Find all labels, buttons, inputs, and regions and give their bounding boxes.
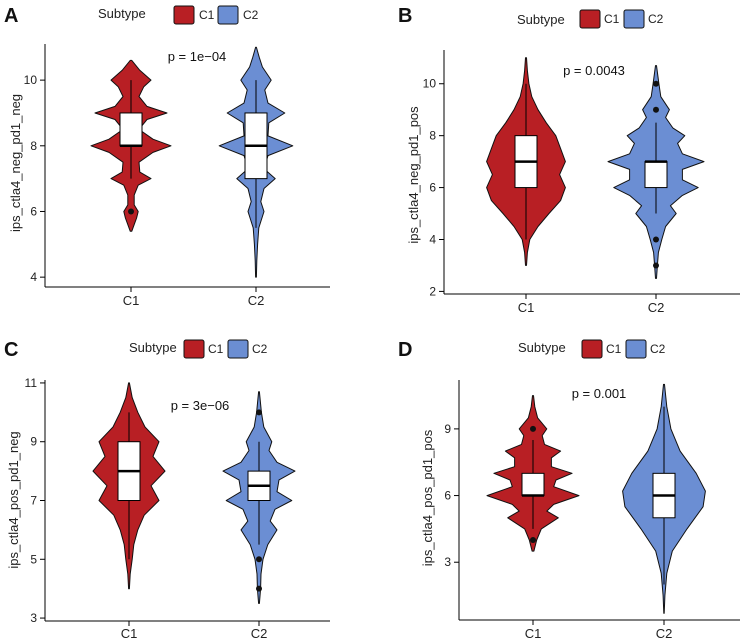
y-tick-label: 8 (30, 139, 37, 153)
legend-title: Subtype (129, 340, 177, 355)
legend-swatch-c2 (227, 339, 249, 359)
y-tick-label: 9 (30, 435, 37, 449)
panel-c: C Subtype C1 C2 p = 3e−06 ips_ctla4_pos_… (4, 339, 330, 640)
legend-swatch-c1 (183, 339, 205, 359)
legend-title: Subtype (517, 12, 565, 27)
y-tick-label: 7 (30, 494, 37, 508)
legend-label-c2: C2 (650, 342, 666, 356)
outlier-point (653, 80, 659, 87)
box-c1 (119, 112, 143, 147)
y-axis-label: ips_ctla4_pos_pd1_pos (420, 429, 435, 566)
outlier-point (653, 106, 659, 113)
outlier-point (256, 409, 262, 416)
outlier-point (128, 208, 134, 215)
x-tick-label-c2: C2 (648, 300, 665, 315)
legend-title: Subtype (518, 340, 566, 355)
plot-area (486, 383, 706, 614)
y-axis-label: ips_ctla4_pos_pd1_neg (6, 431, 21, 568)
legend-label-c1: C1 (604, 12, 620, 26)
outlier-point (653, 236, 659, 243)
x-tick-label-c1: C1 (123, 293, 140, 308)
x-tick-label-c1: C1 (518, 300, 535, 315)
legend-swatch-c2 (623, 9, 645, 29)
y-tick-label: 6 (444, 489, 451, 503)
y-tick-label: 4 (30, 270, 37, 284)
y-axis-label: ips_ctla4_neg_pd1_neg (8, 94, 23, 232)
legend-label-c2: C2 (648, 12, 664, 26)
box-c2 (644, 161, 668, 189)
p-value-annotation: p = 0.001 (572, 386, 627, 401)
y-tick-label: 10 (423, 77, 437, 91)
legend: Subtype C1 C2 (517, 9, 664, 29)
outlier-point (256, 556, 262, 563)
outlier-point (653, 262, 659, 269)
panel-a: A Subtype C1 C2 p = 1e−04 ips_ctla4_neg_… (4, 5, 330, 308)
panel-label: A (4, 5, 18, 27)
outlier-point (530, 537, 536, 543)
legend-label-c2: C2 (252, 342, 268, 356)
y-tick-label: 10 (24, 73, 38, 87)
legend-swatch-c1 (579, 9, 601, 29)
x-tick-label-c2: C2 (251, 626, 268, 640)
y-tick-label: 4 (429, 232, 436, 246)
legend: Subtype C1 C2 (518, 339, 666, 359)
panel-label: B (398, 5, 412, 27)
legend-swatch-c2 (217, 5, 239, 25)
x-tick-label-c2: C2 (656, 626, 673, 640)
panel-d: D Subtype C1 C2 p = 0.001 ips_ctla4_pos_… (398, 339, 740, 640)
legend-swatch-c2 (625, 339, 647, 359)
legend: Subtype C1 C2 (98, 5, 259, 25)
legend-label-c1: C1 (606, 342, 622, 356)
legend-label-c1: C1 (208, 342, 224, 356)
y-axis-ticks: 2 4 6 8 10 (423, 77, 444, 298)
y-axis-ticks: 4 6 8 10 (24, 73, 45, 284)
y-tick-label: 3 (444, 555, 451, 569)
outlier-point (530, 425, 536, 432)
x-tick-label-c1: C1 (121, 626, 138, 640)
p-value-annotation: p = 3e−06 (171, 398, 230, 413)
y-tick-label: 6 (30, 204, 37, 218)
y-tick-label: 6 (429, 181, 436, 195)
p-value-annotation: p = 0.0043 (563, 63, 625, 78)
p-value-annotation: p = 1e−04 (168, 49, 227, 64)
box-c1 (521, 472, 545, 497)
y-tick-label: 11 (25, 376, 38, 390)
legend-label-c1: C1 (199, 8, 215, 22)
panel-label: C (4, 339, 18, 361)
legend-swatch-c1 (173, 5, 195, 25)
y-tick-label: 3 (30, 611, 37, 625)
x-tick-label-c2: C2 (248, 293, 265, 308)
x-tick-label-c1: C1 (525, 626, 542, 640)
legend-swatch-c1 (581, 339, 603, 359)
panel-b: B Subtype C1 C2 p = 0.0043 ips_ctla4_neg… (398, 5, 740, 315)
legend-label-c2: C2 (243, 8, 259, 22)
panel-label: D (398, 339, 412, 361)
y-axis-ticks: 3 5 7 9 11 (25, 376, 45, 625)
plot-area (90, 46, 294, 278)
y-axis-label: ips_ctla4_neg_pd1_pos (406, 106, 421, 244)
plot-area (92, 382, 296, 604)
y-tick-label: 5 (30, 552, 37, 566)
y-tick-label: 2 (429, 284, 436, 298)
y-axis-ticks: 3 6 9 (444, 422, 459, 569)
y-tick-label: 8 (429, 129, 436, 143)
y-tick-label: 9 (444, 422, 451, 436)
legend-title: Subtype (98, 6, 146, 21)
plot-area (486, 57, 705, 279)
legend: Subtype C1 C2 (129, 339, 268, 359)
outlier-point (256, 585, 262, 592)
